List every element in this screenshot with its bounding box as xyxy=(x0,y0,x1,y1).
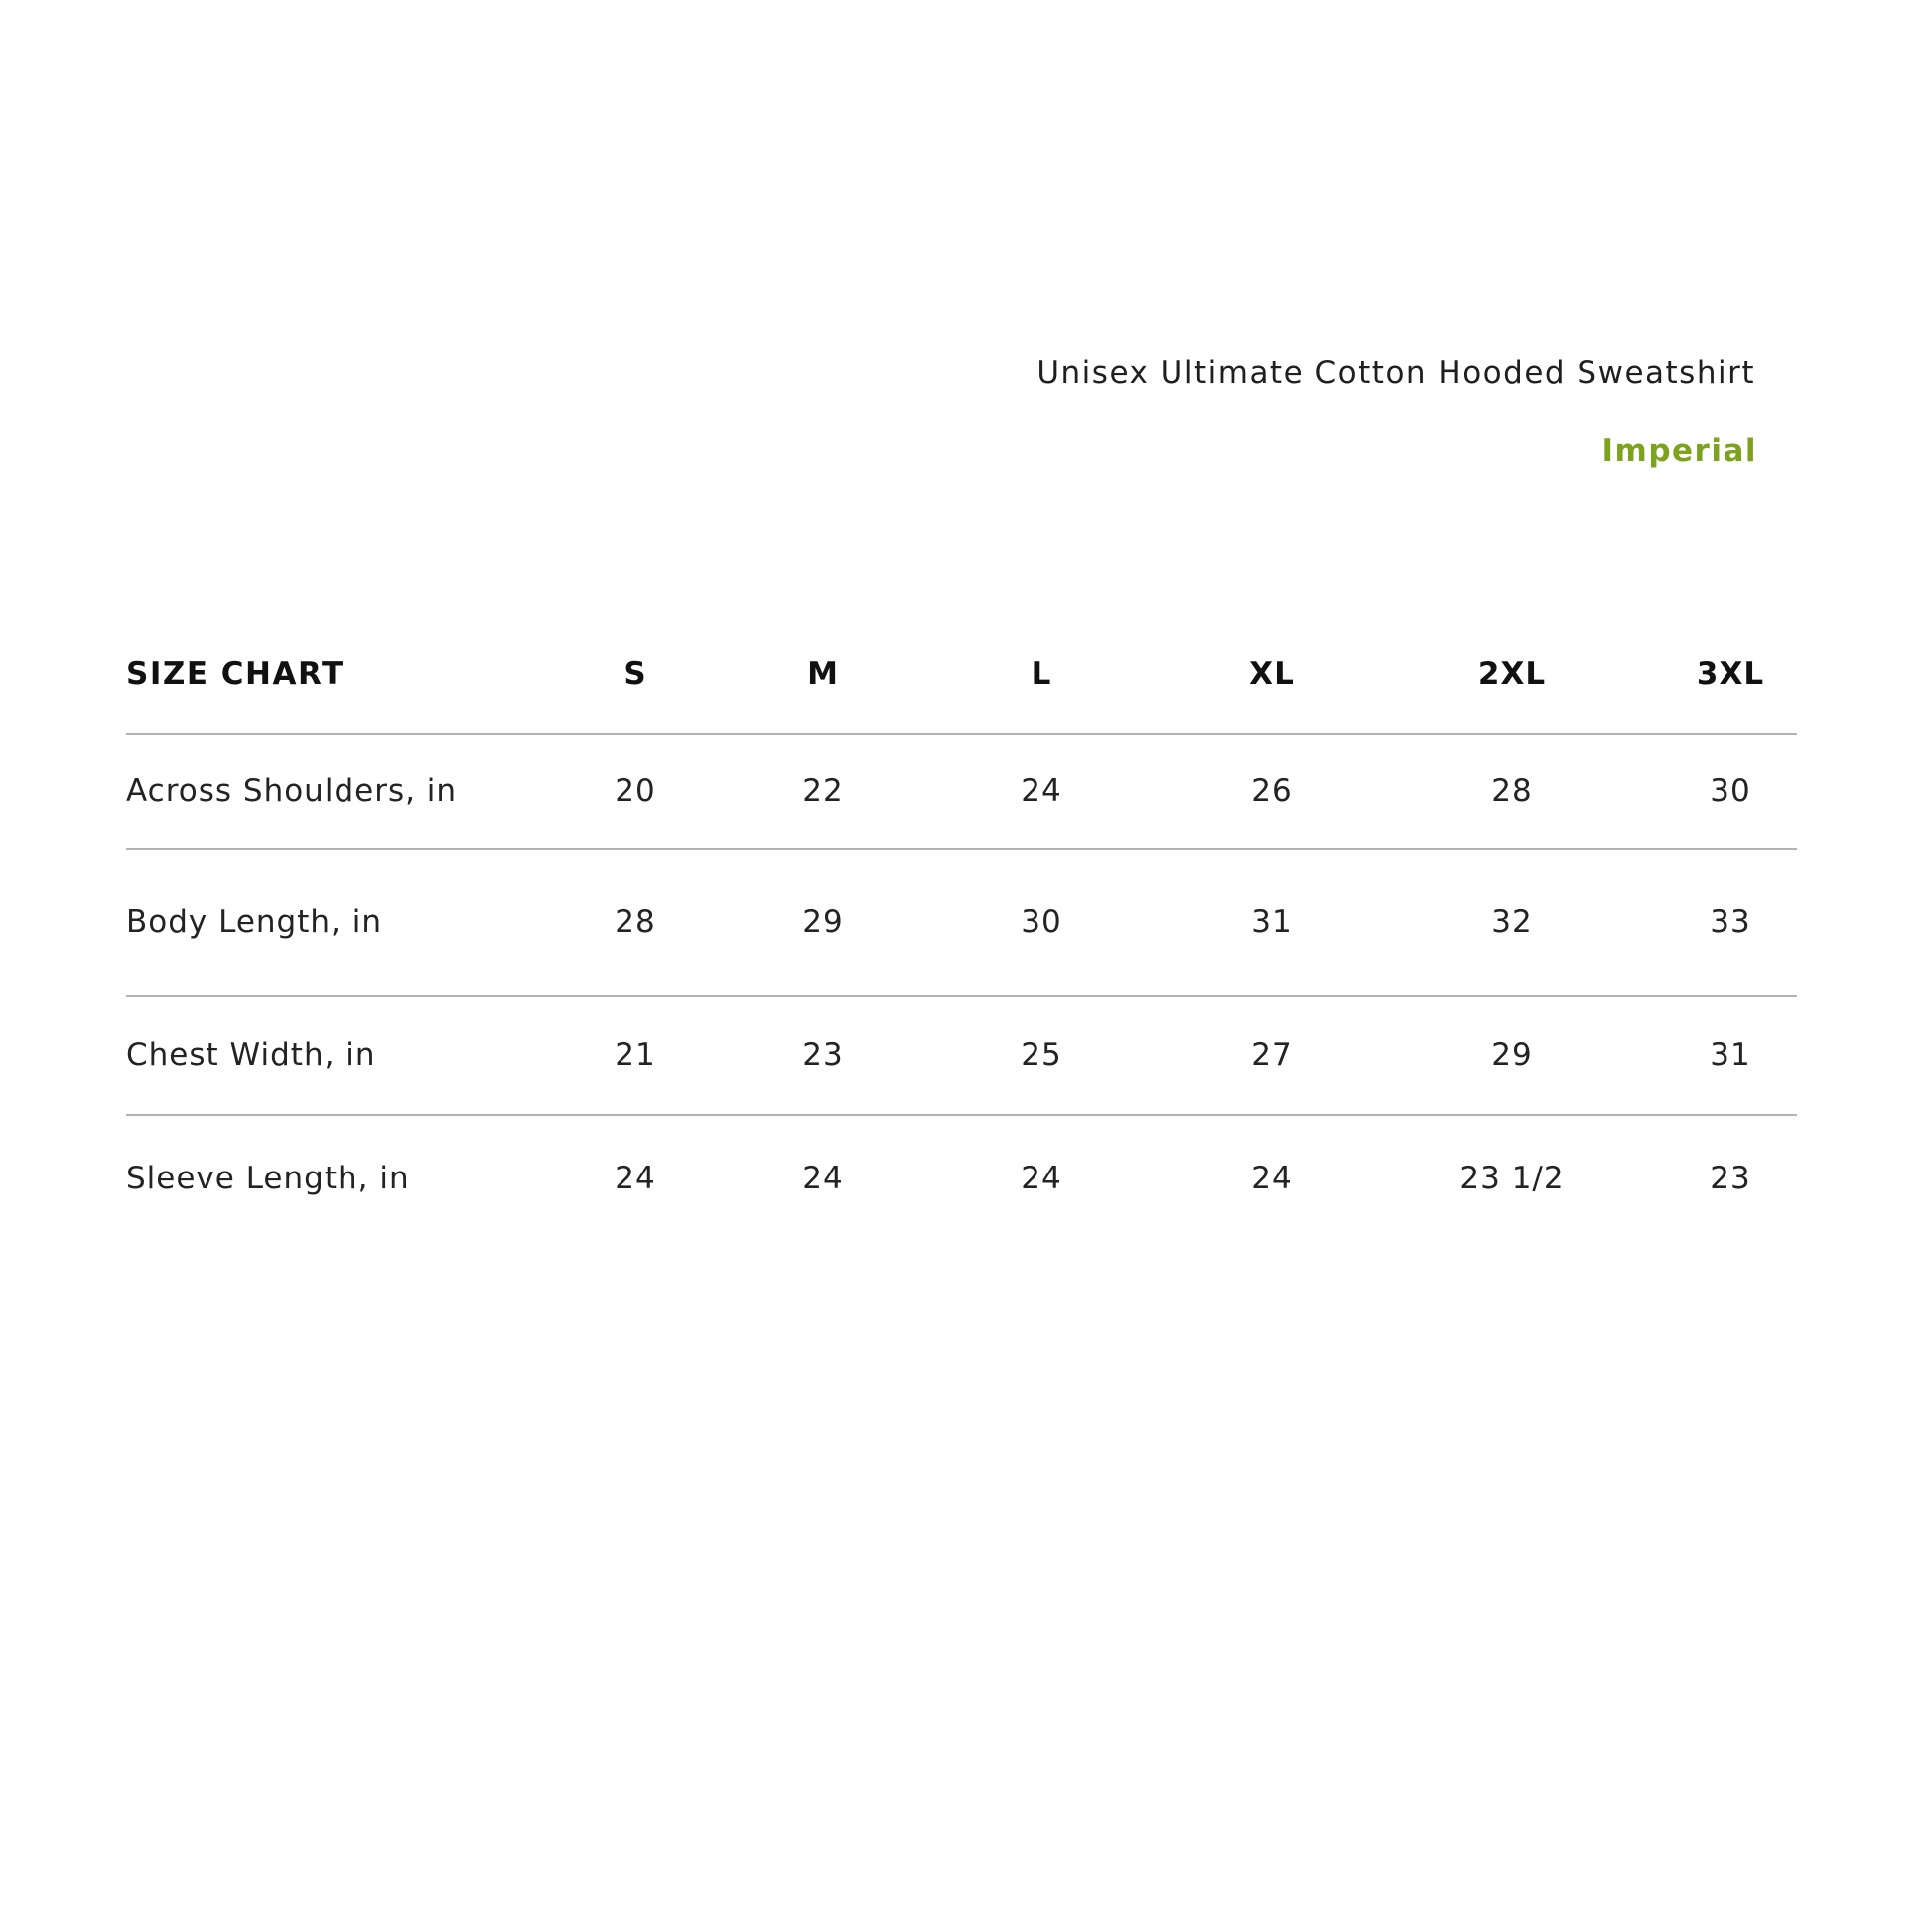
table-cell: 33 xyxy=(1624,849,1797,997)
table-row-sleeve-length: Sleeve Length, in 24 24 24 24 23 1/2 23 xyxy=(126,1115,1797,1240)
table-row-chest-width: Chest Width, in 21 23 25 27 29 31 xyxy=(126,996,1797,1116)
row-label: Body Length, in xyxy=(126,849,541,997)
table-cell: 30 xyxy=(932,849,1157,997)
table-cell: 24 xyxy=(1251,1160,1293,1196)
row-label: Across Shoulders, in xyxy=(126,734,541,850)
table-cell: 30 xyxy=(1624,734,1797,850)
column-header-s: S xyxy=(541,615,730,735)
table-title: SIZE CHART xyxy=(126,615,541,735)
table-cell: 31 xyxy=(1624,996,1797,1116)
row-label: Chest Width, in xyxy=(126,996,541,1116)
table-cell: 26 xyxy=(1157,734,1392,850)
table-cell: 23 1/2 xyxy=(1459,1160,1565,1196)
table-row-across-shoulders: Across Shoulders, in 20 22 24 26 28 30 xyxy=(126,734,1797,850)
table-cell: 28 xyxy=(1392,734,1624,850)
unit-toggle-imperial[interactable]: Imperial xyxy=(1601,433,1757,469)
table-cell: 31 xyxy=(1157,849,1392,997)
table-header-row: SIZE CHART S M L XL 2XL 3XL xyxy=(126,615,1797,735)
table-row-body-length: Body Length, in 28 29 30 31 32 33 xyxy=(126,849,1797,997)
table-cell: 24 xyxy=(615,1160,656,1196)
table-cell: 23 xyxy=(1710,1160,1751,1196)
table-cell: 21 xyxy=(541,996,730,1116)
product-title: Unisex Ultimate Cotton Hooded Sweatshirt xyxy=(1036,355,1755,391)
table-cell: 23 xyxy=(730,996,932,1116)
table-cell: 24 xyxy=(802,1160,844,1196)
table-cell: 24 xyxy=(932,734,1157,850)
table-cell: 32 xyxy=(1392,849,1624,997)
table-cell: 27 xyxy=(1157,996,1392,1116)
column-header-3xl: 3XL xyxy=(1624,615,1797,735)
column-header-2xl: 2XL xyxy=(1392,615,1624,735)
table-cell: 20 xyxy=(541,734,730,850)
table-cell: 22 xyxy=(730,734,932,850)
table-cell: 29 xyxy=(1392,996,1624,1116)
column-header-xl: XL xyxy=(1157,615,1392,735)
row-label: Sleeve Length, in xyxy=(126,1160,410,1196)
table-cell: 24 xyxy=(1021,1160,1062,1196)
table-cell: 25 xyxy=(932,996,1157,1116)
table-cell: 29 xyxy=(730,849,932,997)
column-header-l: L xyxy=(932,615,1157,735)
size-chart-table: SIZE CHART S M L XL 2XL 3XL Across Shoul… xyxy=(126,615,1797,1240)
column-header-m: M xyxy=(730,615,932,735)
table-cell: 28 xyxy=(541,849,730,997)
